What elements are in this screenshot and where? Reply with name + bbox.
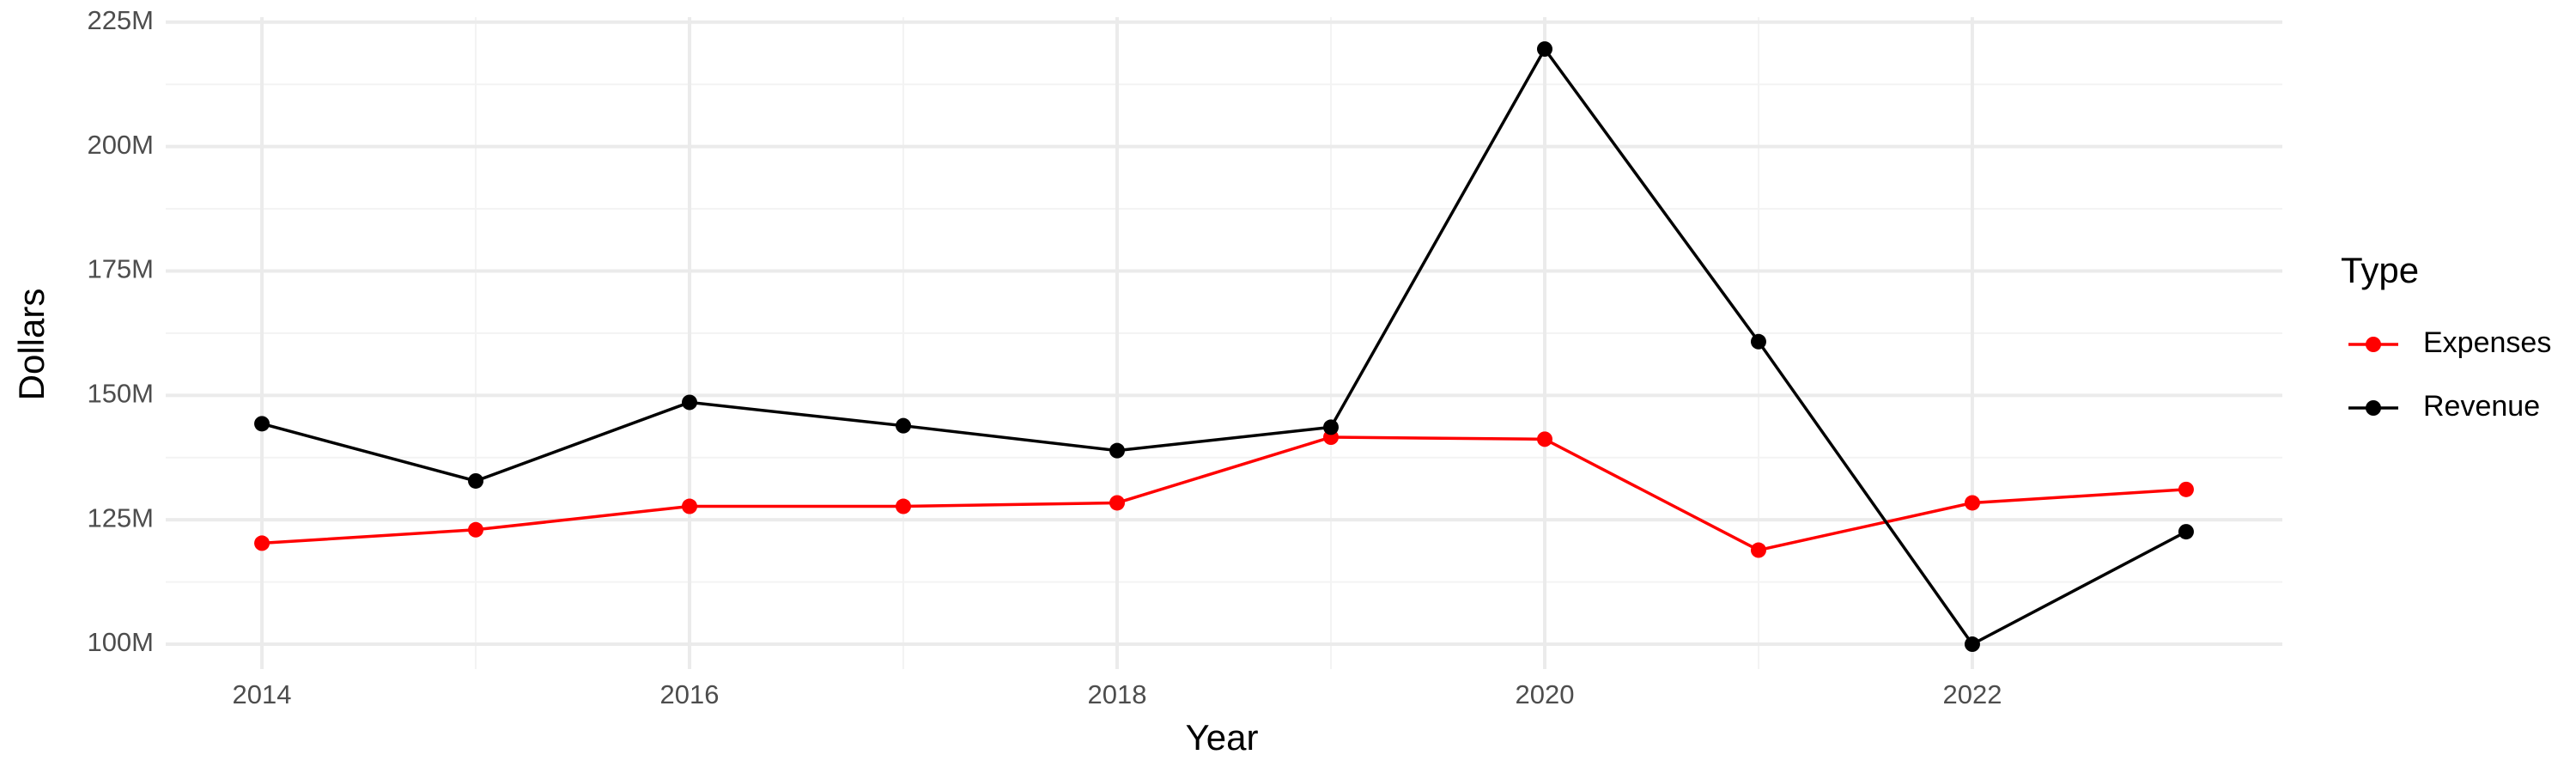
- data-point: [682, 394, 698, 411]
- x-tick-label: 2014: [233, 679, 292, 709]
- data-point: [1109, 495, 1126, 511]
- series-line: [261, 46, 2187, 647]
- data-point: [896, 417, 912, 434]
- data-point: [468, 472, 484, 489]
- legend-label: Revenue: [2423, 390, 2540, 423]
- major-grid: [166, 17, 2282, 669]
- y-tick-label: 125M: [87, 502, 154, 533]
- y-tick-label: 175M: [87, 254, 154, 284]
- legend-label: Expenses: [2423, 326, 2551, 359]
- data-point: [1109, 442, 1126, 459]
- x-axis-title: Year: [1186, 717, 1259, 758]
- data-point: [468, 521, 484, 538]
- data-point: [2178, 481, 2194, 497]
- plot-area: [254, 41, 2194, 653]
- data-point: [1322, 419, 1339, 435]
- y-axis-title: Dollars: [11, 289, 52, 401]
- data-point: [2178, 524, 2194, 540]
- x-tick-label: 2016: [660, 679, 720, 709]
- data-point: [1750, 542, 1766, 558]
- data-point: [254, 535, 270, 551]
- x-tick-label: 2020: [1516, 679, 1575, 709]
- y-tick-label: 225M: [87, 5, 154, 35]
- data-point: [682, 498, 698, 514]
- y-tick-label: 200M: [87, 130, 154, 160]
- legend-key-point: [2366, 400, 2381, 416]
- legend-key-point: [2366, 337, 2381, 352]
- data-point: [1536, 431, 1552, 447]
- data-point: [1536, 41, 1552, 58]
- data-point: [254, 416, 270, 432]
- minor-grid: [166, 17, 2282, 669]
- data-point: [1964, 636, 1980, 653]
- data-point: [1750, 333, 1766, 350]
- legend-title: Type: [2341, 250, 2419, 290]
- y-tick-label: 100M: [87, 627, 154, 657]
- series-line: [261, 435, 2187, 552]
- x-tick-label: 2022: [1942, 679, 2002, 709]
- legend: Type Expenses Revenue: [2341, 250, 2551, 423]
- y-tick-label: 150M: [87, 379, 154, 409]
- x-tick-label: 2018: [1088, 679, 1147, 709]
- data-point: [1964, 495, 1980, 511]
- data-point: [896, 498, 912, 514]
